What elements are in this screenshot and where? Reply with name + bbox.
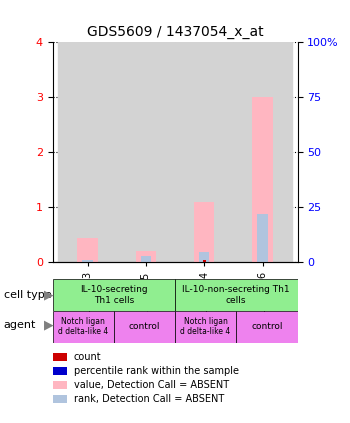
- Text: GDS5609 / 1437054_x_at: GDS5609 / 1437054_x_at: [87, 25, 263, 39]
- Text: Notch ligan
d delta-like 4: Notch ligan d delta-like 4: [181, 317, 231, 336]
- Bar: [203, 259, 206, 262]
- Text: rank, Detection Call = ABSENT: rank, Detection Call = ABSENT: [74, 394, 224, 404]
- FancyBboxPatch shape: [52, 311, 114, 343]
- Bar: [233, 42, 292, 262]
- Text: IL-10-non-secreting Th1
cells: IL-10-non-secreting Th1 cells: [182, 286, 290, 305]
- Bar: [77, 238, 98, 262]
- FancyBboxPatch shape: [52, 279, 175, 311]
- Text: IL-10-secreting
Th1 cells: IL-10-secreting Th1 cells: [80, 286, 148, 305]
- Text: Notch ligan
d delta-like 4: Notch ligan d delta-like 4: [58, 317, 108, 336]
- Bar: [117, 42, 175, 262]
- Text: ▶: ▶: [44, 289, 53, 302]
- Text: control: control: [251, 322, 283, 331]
- Bar: [141, 255, 151, 262]
- FancyBboxPatch shape: [175, 311, 236, 343]
- Text: count: count: [74, 352, 101, 362]
- Bar: [194, 202, 214, 262]
- Bar: [257, 214, 268, 262]
- FancyBboxPatch shape: [175, 279, 298, 311]
- Bar: [136, 251, 156, 262]
- Text: agent: agent: [4, 320, 36, 330]
- Bar: [175, 42, 233, 262]
- Text: value, Detection Call = ABSENT: value, Detection Call = ABSENT: [74, 380, 229, 390]
- Bar: [58, 42, 117, 262]
- Text: cell type: cell type: [4, 290, 51, 300]
- Text: control: control: [129, 322, 160, 331]
- Text: percentile rank within the sample: percentile rank within the sample: [74, 366, 238, 376]
- Text: ▶: ▶: [44, 319, 53, 331]
- Bar: [252, 97, 273, 262]
- FancyBboxPatch shape: [236, 311, 298, 343]
- FancyBboxPatch shape: [114, 311, 175, 343]
- Bar: [82, 259, 93, 262]
- Bar: [199, 253, 209, 262]
